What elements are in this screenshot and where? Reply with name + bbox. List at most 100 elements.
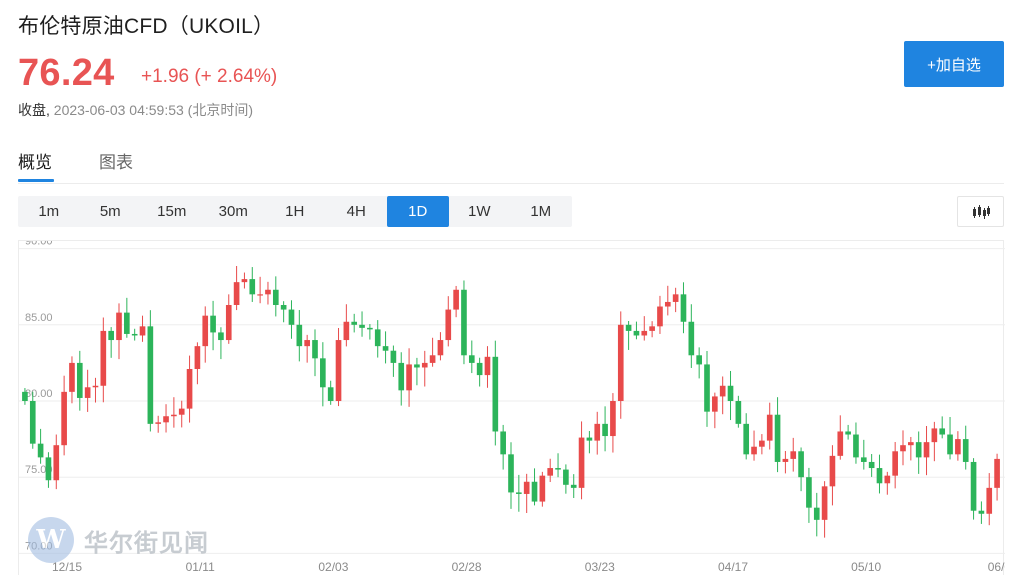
candle[interactable] bbox=[335, 328, 342, 407]
candle[interactable] bbox=[382, 331, 389, 364]
period-30m[interactable]: 30m bbox=[218, 203, 248, 220]
candle[interactable] bbox=[131, 328, 138, 341]
candle[interactable] bbox=[845, 424, 851, 440]
candle[interactable] bbox=[523, 473, 530, 513]
candle[interactable] bbox=[202, 306, 209, 363]
candle[interactable] bbox=[45, 452, 52, 488]
candle[interactable] bbox=[461, 280, 467, 365]
candle[interactable] bbox=[241, 272, 248, 289]
candle[interactable] bbox=[531, 468, 538, 506]
period-15m[interactable]: 15m bbox=[157, 203, 187, 220]
candle[interactable] bbox=[868, 454, 875, 477]
candle[interactable] bbox=[76, 350, 83, 411]
add-to-watchlist-button[interactable]: +加自选 bbox=[904, 41, 1004, 87]
candle[interactable] bbox=[453, 285, 459, 318]
candle[interactable] bbox=[327, 380, 334, 405]
candle[interactable] bbox=[821, 481, 828, 538]
candle[interactable] bbox=[617, 311, 624, 419]
candle[interactable] bbox=[547, 458, 554, 483]
candle[interactable] bbox=[994, 453, 1000, 501]
candle[interactable] bbox=[257, 276, 263, 304]
candle[interactable] bbox=[124, 297, 130, 338]
candle[interactable] bbox=[837, 415, 844, 460]
candle[interactable] bbox=[186, 355, 193, 423]
candle[interactable] bbox=[437, 332, 444, 361]
candle[interactable] bbox=[876, 454, 883, 494]
candle[interactable] bbox=[829, 445, 836, 506]
candle[interactable] bbox=[774, 397, 781, 473]
period-1mo[interactable]: 1M bbox=[530, 203, 552, 220]
candle[interactable] bbox=[641, 316, 648, 341]
candle[interactable] bbox=[61, 375, 67, 456]
candle[interactable] bbox=[359, 311, 365, 337]
candle[interactable] bbox=[727, 370, 734, 421]
tab-overview[interactable]: 概览 bbox=[18, 153, 52, 172]
candle[interactable] bbox=[555, 453, 561, 478]
candle[interactable] bbox=[978, 501, 985, 524]
candle[interactable] bbox=[766, 402, 773, 450]
candle[interactable] bbox=[712, 392, 718, 429]
candle[interactable] bbox=[194, 342, 201, 385]
candle[interactable] bbox=[986, 473, 993, 526]
candle[interactable] bbox=[155, 415, 162, 433]
candle[interactable] bbox=[69, 356, 75, 404]
candle[interactable] bbox=[931, 421, 938, 462]
candle[interactable] bbox=[970, 458, 977, 520]
period-1w[interactable]: 1W bbox=[468, 203, 491, 220]
candle[interactable] bbox=[280, 301, 287, 323]
candle[interactable] bbox=[743, 413, 750, 460]
candle[interactable] bbox=[735, 395, 742, 428]
candle[interactable] bbox=[719, 376, 726, 415]
candle[interactable] bbox=[351, 313, 358, 333]
candle[interactable] bbox=[265, 281, 271, 305]
candle[interactable] bbox=[570, 474, 577, 499]
chart-type-button[interactable] bbox=[957, 196, 1004, 227]
candle[interactable] bbox=[320, 342, 326, 407]
candle[interactable] bbox=[108, 327, 114, 358]
candle[interactable] bbox=[759, 434, 765, 455]
candle[interactable] bbox=[178, 400, 185, 428]
candle[interactable] bbox=[594, 411, 601, 455]
candle[interactable] bbox=[806, 467, 812, 523]
period-1m[interactable]: 1m bbox=[38, 203, 60, 220]
candle[interactable] bbox=[492, 340, 499, 446]
candle[interactable] bbox=[100, 317, 107, 403]
candle[interactable] bbox=[955, 431, 961, 461]
candle[interactable] bbox=[578, 421, 585, 500]
candle[interactable] bbox=[915, 431, 922, 474]
candle[interactable] bbox=[210, 300, 216, 351]
candle[interactable] bbox=[84, 369, 91, 412]
candle[interactable] bbox=[390, 345, 397, 377]
period-5m[interactable]: 5m bbox=[99, 203, 121, 220]
candle[interactable] bbox=[860, 439, 867, 470]
candle[interactable] bbox=[704, 351, 710, 427]
candle[interactable] bbox=[586, 431, 593, 454]
candle[interactable] bbox=[688, 304, 695, 368]
candle[interactable] bbox=[476, 357, 483, 387]
candle[interactable] bbox=[672, 287, 679, 313]
candle[interactable] bbox=[288, 300, 295, 339]
candle[interactable] bbox=[625, 321, 632, 350]
candle[interactable] bbox=[884, 471, 891, 495]
candle[interactable] bbox=[53, 434, 60, 490]
tab-chart[interactable]: 图表 bbox=[99, 153, 133, 172]
candle[interactable] bbox=[139, 315, 146, 342]
candle[interactable] bbox=[421, 350, 428, 387]
candle[interactable] bbox=[398, 352, 405, 406]
candle[interactable] bbox=[249, 267, 256, 302]
candle[interactable] bbox=[923, 425, 930, 476]
candle[interactable] bbox=[484, 346, 491, 388]
candle[interactable] bbox=[539, 471, 546, 507]
candle[interactable] bbox=[414, 357, 420, 386]
candle[interactable] bbox=[900, 430, 906, 466]
candle[interactable] bbox=[22, 388, 28, 405]
candle[interactable] bbox=[406, 348, 412, 407]
candle[interactable] bbox=[798, 447, 804, 492]
candle[interactable] bbox=[508, 442, 514, 509]
candle[interactable] bbox=[367, 324, 373, 340]
candle[interactable] bbox=[296, 310, 303, 362]
candle[interactable] bbox=[962, 425, 969, 470]
candle[interactable] bbox=[163, 404, 169, 433]
candle[interactable] bbox=[116, 303, 122, 360]
period-1h[interactable]: 1H bbox=[285, 203, 305, 220]
